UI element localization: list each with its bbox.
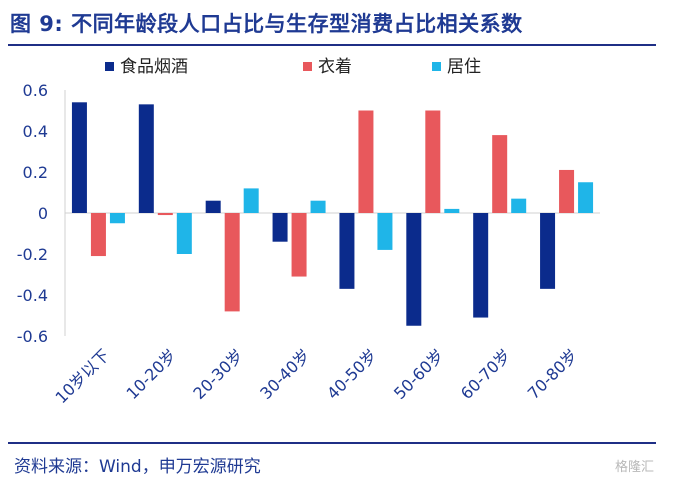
bar-1-5 <box>339 213 355 289</box>
bar-2-7 <box>492 135 508 213</box>
x-tick-label: 10-20岁 <box>123 345 181 403</box>
figure-title: 图 9: 不同年龄段人口占比与生存型消费占比相关系数 <box>10 12 523 36</box>
title-rule <box>8 44 656 46</box>
y-tick-label: 0 <box>38 204 48 223</box>
bar-3-2 <box>176 213 192 254</box>
bar-3-1 <box>109 213 125 224</box>
bar-3-3 <box>243 188 259 213</box>
bar-3-4 <box>310 200 326 213</box>
watermark: 格隆汇 <box>615 460 655 475</box>
bar-2-2 <box>157 213 173 216</box>
source-rule <box>8 442 656 444</box>
x-tick-label: 70-80岁 <box>524 345 582 403</box>
bar-1-6 <box>406 213 422 326</box>
bar-1-4 <box>272 213 288 242</box>
bar-2-8 <box>559 169 575 213</box>
y-tick-label: 0.2 <box>23 163 48 182</box>
legend-label-2: 衣着 <box>318 57 352 77</box>
bar-3-8 <box>578 182 594 213</box>
bar-2-4 <box>291 213 307 277</box>
legend-label-3: 居住 <box>447 57 481 77</box>
y-tick-label: 0.4 <box>23 122 48 141</box>
legend-label-1: 食品烟酒 <box>120 57 188 77</box>
bar-3-5 <box>377 213 393 250</box>
x-tick-label: 40-50岁 <box>323 345 381 403</box>
bar-1-8 <box>540 213 556 289</box>
bar-1-2 <box>138 104 154 213</box>
bar-1-3 <box>205 200 221 213</box>
bar-2-6 <box>425 110 441 213</box>
x-tick-label: 20-30岁 <box>189 345 247 403</box>
bar-2-1 <box>90 213 106 257</box>
legend-swatch-2 <box>303 62 312 71</box>
x-tick-label: 10岁以下 <box>51 345 113 407</box>
source-note: 资料来源：Wind，申万宏源研究 <box>14 457 261 477</box>
y-tick-label: 0.6 <box>23 81 48 100</box>
legend-swatch-3 <box>432 62 441 71</box>
bar-3-7 <box>511 198 527 213</box>
bar-2-3 <box>224 213 240 312</box>
y-tick-label: -0.4 <box>17 286 48 305</box>
bar-1-7 <box>473 213 489 318</box>
y-tick-label: -0.2 <box>17 245 48 264</box>
bar-1-1 <box>71 102 87 213</box>
legend-swatch-1 <box>105 62 114 71</box>
bar-2-5 <box>358 110 374 213</box>
x-tick-label: 60-70岁 <box>457 345 515 403</box>
bar-3-6 <box>444 208 460 213</box>
x-tick-label: 30-40岁 <box>256 345 314 403</box>
y-tick-label: -0.6 <box>17 327 48 346</box>
x-tick-label: 50-60岁 <box>390 345 448 403</box>
